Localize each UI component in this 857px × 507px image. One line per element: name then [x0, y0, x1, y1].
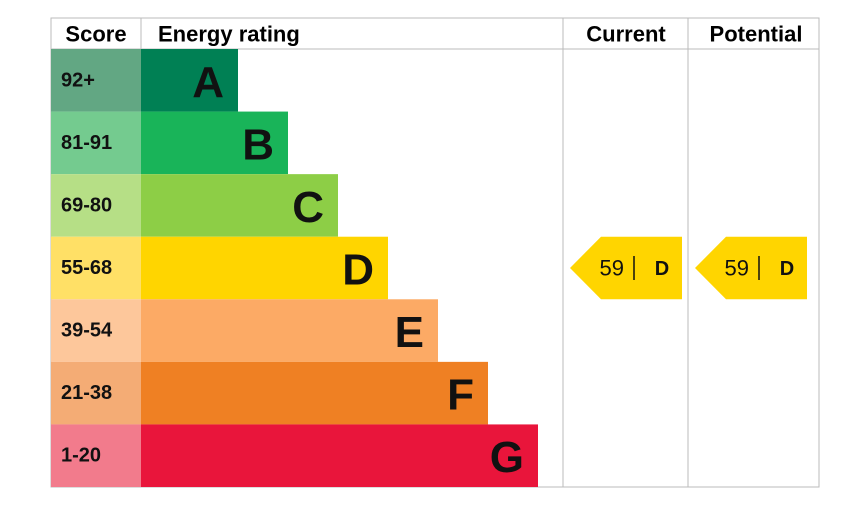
- rating-bar: [141, 174, 338, 237]
- score-range: 21-38: [61, 382, 112, 404]
- rating-letter: D: [342, 246, 374, 295]
- score-cell: [51, 49, 141, 112]
- indicator-rating: D: [780, 258, 794, 280]
- rating-bar: [141, 236, 388, 300]
- score-range: 55-68: [61, 257, 112, 279]
- score-range: 39-54: [61, 320, 113, 342]
- header-potential: Potential: [710, 22, 803, 47]
- rating-bar: [141, 361, 488, 425]
- score-range: 81-91: [61, 132, 112, 154]
- rating-letter: E: [395, 308, 424, 357]
- rating-bar: [141, 49, 238, 112]
- score-cell: [51, 236, 141, 300]
- score-cell: [51, 424, 141, 487]
- rating-letter: C: [292, 183, 324, 232]
- rating-bar: [141, 424, 538, 487]
- rating-letter: A: [192, 58, 224, 107]
- score-cell: [51, 361, 141, 425]
- rating-indicator: [695, 236, 807, 300]
- rating-bar: [141, 111, 288, 175]
- score-cell: [51, 299, 141, 362]
- indicator-rating: D: [655, 258, 669, 280]
- score-range: 1-20: [61, 445, 101, 467]
- score-range: 69-80: [61, 194, 112, 216]
- header-score: Score: [65, 22, 126, 47]
- rating-letter: B: [242, 120, 274, 169]
- rating-indicator: [570, 236, 682, 300]
- header-energy-rating: Energy rating: [158, 22, 300, 47]
- score-cell: [51, 174, 141, 237]
- rating-bar: [141, 299, 438, 362]
- score-cell: [51, 111, 141, 175]
- score-range: 92+: [61, 69, 95, 91]
- rating-letter: G: [490, 433, 524, 482]
- indicator-score: 59: [725, 256, 749, 281]
- rating-letter: F: [447, 371, 474, 420]
- header-current: Current: [586, 22, 666, 47]
- indicator-score: 59: [600, 256, 624, 281]
